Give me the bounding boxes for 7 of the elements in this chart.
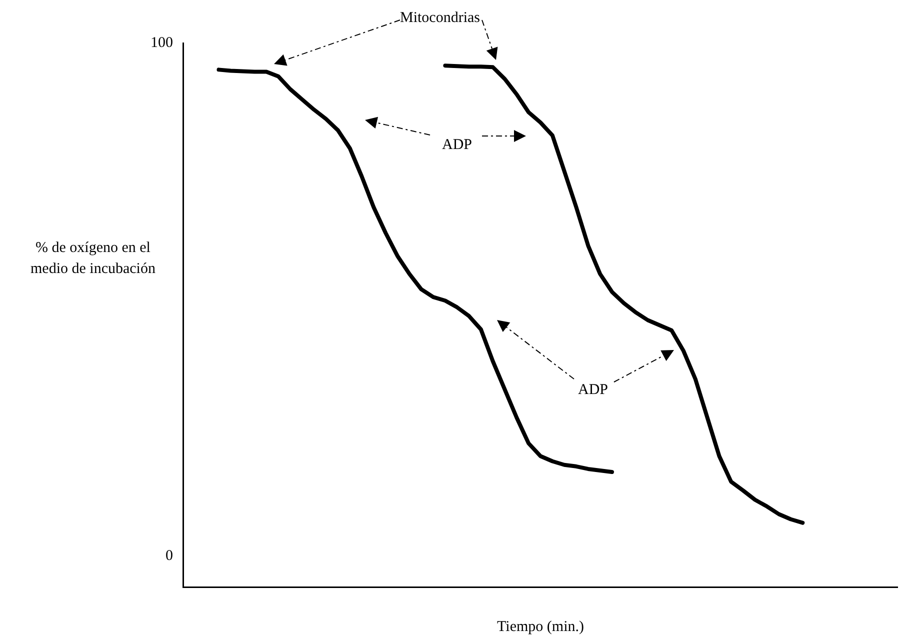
y-axis-title: % de oxígeno en el medio de incubación xyxy=(30,240,156,277)
text: Mitocondrias xyxy=(400,10,480,26)
y-tick-label: 100 xyxy=(150,34,173,51)
y-tick-label: 0 xyxy=(166,548,173,564)
x-axis-title: Tiempo (min.) xyxy=(497,618,584,635)
annotation: ADP xyxy=(578,382,608,398)
annotation: ADP xyxy=(442,136,472,153)
